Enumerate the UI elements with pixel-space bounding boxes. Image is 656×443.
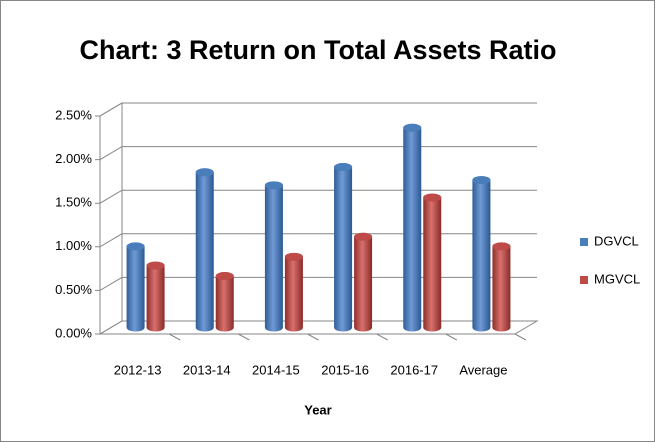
bar xyxy=(354,232,373,332)
bar-top xyxy=(472,176,491,185)
y-tick-label: 2.50% xyxy=(55,107,92,122)
bar xyxy=(403,123,422,332)
bar xyxy=(215,272,234,332)
x-tick xyxy=(376,333,388,341)
bar-top xyxy=(492,242,511,251)
bar-top xyxy=(126,242,145,251)
bar xyxy=(423,193,442,332)
chart-title: Chart: 3 Return on Total Assets Ratio xyxy=(79,35,556,65)
bar xyxy=(334,163,353,332)
legend-label: DGVCL xyxy=(594,233,639,248)
y-tick-label: 1.50% xyxy=(55,195,92,210)
x-tick xyxy=(307,333,319,341)
x-tick-label: 2015-16 xyxy=(321,362,369,377)
y-tick-label: 1.00% xyxy=(55,238,92,253)
x-tick-label: 2012-13 xyxy=(114,362,162,377)
x-axis-label: Year xyxy=(304,402,331,417)
bar-top xyxy=(264,181,283,190)
bar-top xyxy=(284,252,303,261)
bar-top xyxy=(195,168,214,177)
grid-line xyxy=(95,102,537,117)
bar xyxy=(492,242,511,332)
bar-top xyxy=(334,163,353,172)
x-tick-label: 2014-15 xyxy=(252,362,300,377)
grid-line xyxy=(95,320,537,335)
bar xyxy=(284,252,303,332)
legend-label: MGVCL xyxy=(594,271,640,286)
bar xyxy=(146,261,165,332)
x-tick xyxy=(168,333,181,341)
bar-top xyxy=(354,232,373,241)
grid-line xyxy=(95,189,537,204)
x-tick-label: 2013-14 xyxy=(183,362,231,377)
legend-swatch xyxy=(580,238,588,246)
grid-line xyxy=(95,146,537,161)
x-tick xyxy=(445,333,458,341)
bar-top xyxy=(146,261,165,270)
bar-top xyxy=(403,123,422,132)
bar xyxy=(472,176,491,332)
x-tick xyxy=(238,333,250,341)
y-tick-label: 0.50% xyxy=(55,282,92,297)
bar-top xyxy=(423,193,442,202)
y-tick-label: 2.00% xyxy=(55,151,92,166)
bar xyxy=(264,181,283,332)
legend-swatch xyxy=(580,276,588,284)
grid-line xyxy=(95,233,537,248)
x-tick xyxy=(514,333,527,341)
x-tick-label: Average xyxy=(459,362,507,377)
bar xyxy=(195,168,214,332)
bar-top xyxy=(215,272,234,281)
y-tick-label: 0.00% xyxy=(55,325,92,340)
bar xyxy=(126,242,145,332)
grid-line xyxy=(95,276,537,291)
x-tick-label: 2016-17 xyxy=(390,362,438,377)
